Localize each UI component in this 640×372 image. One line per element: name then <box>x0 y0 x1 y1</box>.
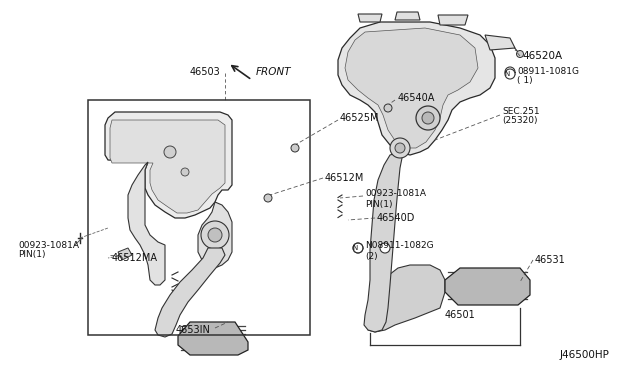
Text: 4653IN: 4653IN <box>175 325 210 335</box>
Circle shape <box>516 51 524 58</box>
Polygon shape <box>485 35 515 50</box>
Polygon shape <box>155 248 225 337</box>
Circle shape <box>380 243 390 253</box>
Circle shape <box>164 146 176 158</box>
Text: 46503: 46503 <box>189 67 220 77</box>
Text: 46531: 46531 <box>535 255 566 265</box>
Polygon shape <box>364 152 402 332</box>
Polygon shape <box>338 22 495 155</box>
Text: 08911-1081G: 08911-1081G <box>517 67 579 77</box>
Polygon shape <box>368 265 445 332</box>
Polygon shape <box>118 248 132 260</box>
Text: PIN(1): PIN(1) <box>365 199 392 208</box>
Text: N08911-1082G: N08911-1082G <box>365 241 434 250</box>
Circle shape <box>505 69 515 79</box>
Circle shape <box>384 104 392 112</box>
Text: 46501: 46501 <box>445 310 476 320</box>
Text: 46540A: 46540A <box>398 93 435 103</box>
Text: SEC.251: SEC.251 <box>502 108 540 116</box>
Text: 46525M: 46525M <box>340 113 380 123</box>
Polygon shape <box>395 12 420 20</box>
Polygon shape <box>198 202 232 268</box>
Text: ( 1): ( 1) <box>517 76 532 84</box>
Polygon shape <box>358 14 382 22</box>
Text: 00923-1081A: 00923-1081A <box>365 189 426 199</box>
Text: FRONT: FRONT <box>256 67 291 77</box>
Polygon shape <box>110 120 225 213</box>
Circle shape <box>291 144 299 152</box>
Circle shape <box>395 143 405 153</box>
Circle shape <box>181 168 189 176</box>
Text: 00923-1081A: 00923-1081A <box>18 241 79 250</box>
Circle shape <box>353 243 363 253</box>
Polygon shape <box>105 112 232 218</box>
Text: 46512M: 46512M <box>325 173 364 183</box>
Text: 46520A: 46520A <box>522 51 562 61</box>
Bar <box>88 100 310 335</box>
Text: J46500HP: J46500HP <box>560 350 610 360</box>
Text: (2): (2) <box>365 251 378 260</box>
Text: 46540D: 46540D <box>377 213 415 223</box>
Circle shape <box>422 112 434 124</box>
Circle shape <box>390 138 410 158</box>
Text: PIN(1): PIN(1) <box>18 250 45 260</box>
Polygon shape <box>445 268 530 305</box>
Circle shape <box>505 67 515 77</box>
Circle shape <box>264 194 272 202</box>
Polygon shape <box>438 15 468 25</box>
Text: 46512MA: 46512MA <box>112 253 158 263</box>
Circle shape <box>416 106 440 130</box>
Polygon shape <box>128 162 165 285</box>
Text: (25320): (25320) <box>502 115 538 125</box>
Circle shape <box>208 228 222 242</box>
Polygon shape <box>178 322 248 355</box>
Text: N: N <box>353 245 358 251</box>
Text: N: N <box>504 71 509 77</box>
Polygon shape <box>345 28 478 148</box>
Circle shape <box>201 221 229 249</box>
